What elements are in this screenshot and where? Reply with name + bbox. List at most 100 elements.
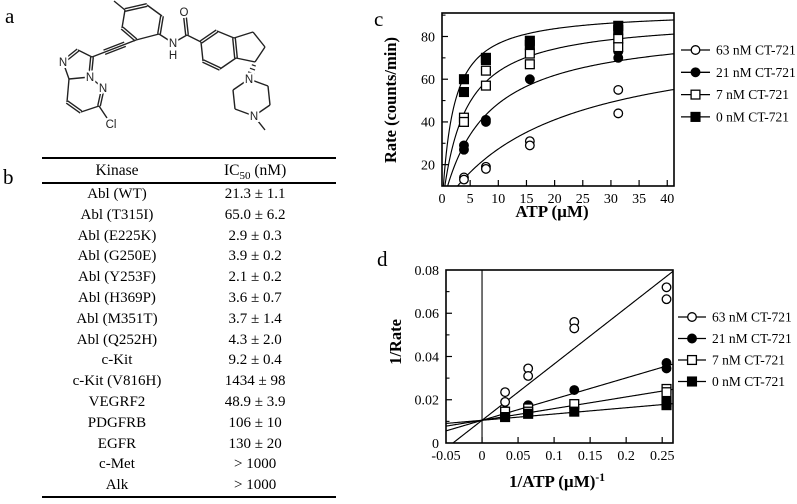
bond bbox=[234, 37, 238, 58]
data-point-square-open bbox=[661, 387, 672, 398]
ic50-value: > 1000 bbox=[234, 456, 277, 473]
x-tick-label: 35 bbox=[632, 192, 646, 207]
fit-curves bbox=[446, 270, 673, 443]
x-tick-label: 0 bbox=[479, 449, 486, 464]
atom-label: N bbox=[245, 74, 253, 86]
bond bbox=[216, 30, 235, 39]
bond bbox=[232, 38, 236, 59]
d-x-axis-title: 1/ATP (µM)-1 bbox=[508, 472, 606, 491]
x-tick-label: 5 bbox=[467, 192, 474, 207]
kinase-name: Abl (T315I) bbox=[80, 206, 154, 223]
data-point-square-filled bbox=[458, 86, 470, 98]
legend-marker-square-open bbox=[690, 89, 701, 100]
bond bbox=[67, 100, 83, 112]
bond bbox=[185, 16, 189, 35]
bond bbox=[252, 31, 266, 48]
c-y-axis-title: Rate (counts/min) bbox=[381, 36, 400, 164]
data-point-circle-open bbox=[459, 174, 469, 185]
kinase-name: c-Kit (V816H) bbox=[72, 373, 162, 390]
bond bbox=[62, 61, 70, 80]
bond bbox=[253, 104, 271, 117]
legend-marker-circle-filled bbox=[687, 333, 697, 344]
data-point-circle-filled bbox=[661, 363, 672, 374]
fit-curve bbox=[456, 88, 674, 186]
ic50-value: 48.9 ± 3.9 bbox=[224, 393, 286, 410]
table-row: Abl (G250E) 3.9 ± 0.2 bbox=[42, 246, 336, 267]
ic50-value: 2.1 ± 0.2 bbox=[228, 269, 282, 286]
table-row: c-Met > 1000 bbox=[42, 454, 336, 475]
data-point-circle-filled bbox=[569, 385, 580, 395]
bond bbox=[219, 57, 237, 70]
data-point-circle-filled bbox=[613, 52, 624, 63]
kinase-name: VEGRF2 bbox=[88, 393, 146, 410]
x-tick-label: 0.05 bbox=[506, 449, 531, 464]
kinase-name: Abl (Q252H) bbox=[76, 331, 158, 348]
fit-curves bbox=[442, 19, 674, 186]
ic50-value: 4.3 ± 2.0 bbox=[228, 331, 282, 348]
atom-label: H bbox=[169, 50, 177, 62]
bond bbox=[68, 76, 91, 80]
data-point-circle-filled bbox=[459, 144, 469, 155]
ic50-value: > 1000 bbox=[234, 477, 277, 494]
y-tick-label: 20 bbox=[421, 158, 435, 173]
bond bbox=[135, 33, 160, 41]
data-point-circle-open bbox=[613, 84, 624, 95]
table-row: Abl (Y253F) 2.1 ± 0.2 bbox=[42, 267, 336, 288]
ic50-value: 130 ± 20 bbox=[228, 435, 282, 452]
table-row: Abl (H369P) 3.6 ± 0.7 bbox=[42, 288, 336, 309]
ic50-value: 3.6 ± 0.7 bbox=[228, 289, 282, 306]
kinase-name: Abl (H369P) bbox=[78, 289, 156, 306]
x-tick-label: 0 bbox=[439, 192, 446, 207]
legend-marker-circle-open bbox=[690, 45, 701, 55]
data-point-square-open bbox=[524, 59, 535, 70]
bond bbox=[77, 49, 93, 58]
y-tick-label: 0.02 bbox=[415, 394, 440, 409]
bond bbox=[88, 56, 92, 77]
x-tick-label: 0.1 bbox=[545, 449, 563, 464]
y-tick-label: 80 bbox=[421, 30, 435, 45]
legend-label: 7 nM CT-721 bbox=[712, 353, 785, 368]
bond bbox=[124, 3, 147, 10]
plot-frame bbox=[445, 269, 674, 444]
data-point-circle-open bbox=[524, 140, 535, 151]
legend-marker-circle-filled bbox=[690, 67, 701, 78]
double-reciprocal-plot: -0.05 0 0.05 0.1 0.15 0.2 0.2500.020.040.060.0… bbox=[415, 264, 792, 464]
data-point-circle-open bbox=[500, 387, 511, 398]
y-tick-label: 0.04 bbox=[415, 350, 440, 365]
bond bbox=[99, 88, 105, 107]
ic50-value: 2.9 ± 0.3 bbox=[228, 227, 282, 244]
data-point-circle-open bbox=[480, 163, 491, 174]
legend-marker-square-filled bbox=[690, 111, 701, 122]
bond bbox=[254, 46, 266, 63]
legend-label: 63 nM CT-721 bbox=[716, 43, 796, 58]
table-row: Abl (WT) 21.3 ± 1.1 bbox=[42, 184, 336, 205]
panel-label-d: d bbox=[377, 247, 388, 271]
ic50-value: 65.0 ± 6.2 bbox=[224, 206, 286, 223]
bond bbox=[65, 102, 81, 114]
legend-label: 7 nM CT-721 bbox=[716, 87, 789, 102]
ic50-value: 3.9 ± 0.2 bbox=[228, 248, 282, 265]
ic50-value: 3.7 ± 1.4 bbox=[228, 310, 282, 327]
table-row: Abl (M351T) 3.7 ± 1.4 bbox=[42, 309, 336, 330]
x-tick-label: 0.2 bbox=[617, 449, 635, 464]
bond bbox=[90, 57, 94, 78]
legend-label: 21 nM CT-721 bbox=[712, 331, 792, 346]
d-y-axis-title: 1/Rate bbox=[386, 319, 405, 365]
fit-curve bbox=[451, 270, 673, 443]
bond bbox=[146, 4, 163, 17]
bond bbox=[253, 115, 266, 131]
atom-label: N bbox=[59, 57, 67, 69]
atom-label: N bbox=[250, 111, 258, 123]
legend-label: 21 nM CT-721 bbox=[716, 65, 796, 80]
atom-label: O bbox=[180, 7, 189, 19]
data-point-square-filled bbox=[500, 411, 511, 423]
y-tick-label: 60 bbox=[421, 73, 435, 88]
data-point-square-open bbox=[458, 116, 470, 127]
bond bbox=[113, 0, 126, 11]
bond bbox=[249, 67, 256, 71]
fit-curve bbox=[442, 19, 674, 186]
bond bbox=[125, 5, 148, 12]
plot-frame bbox=[441, 12, 675, 187]
